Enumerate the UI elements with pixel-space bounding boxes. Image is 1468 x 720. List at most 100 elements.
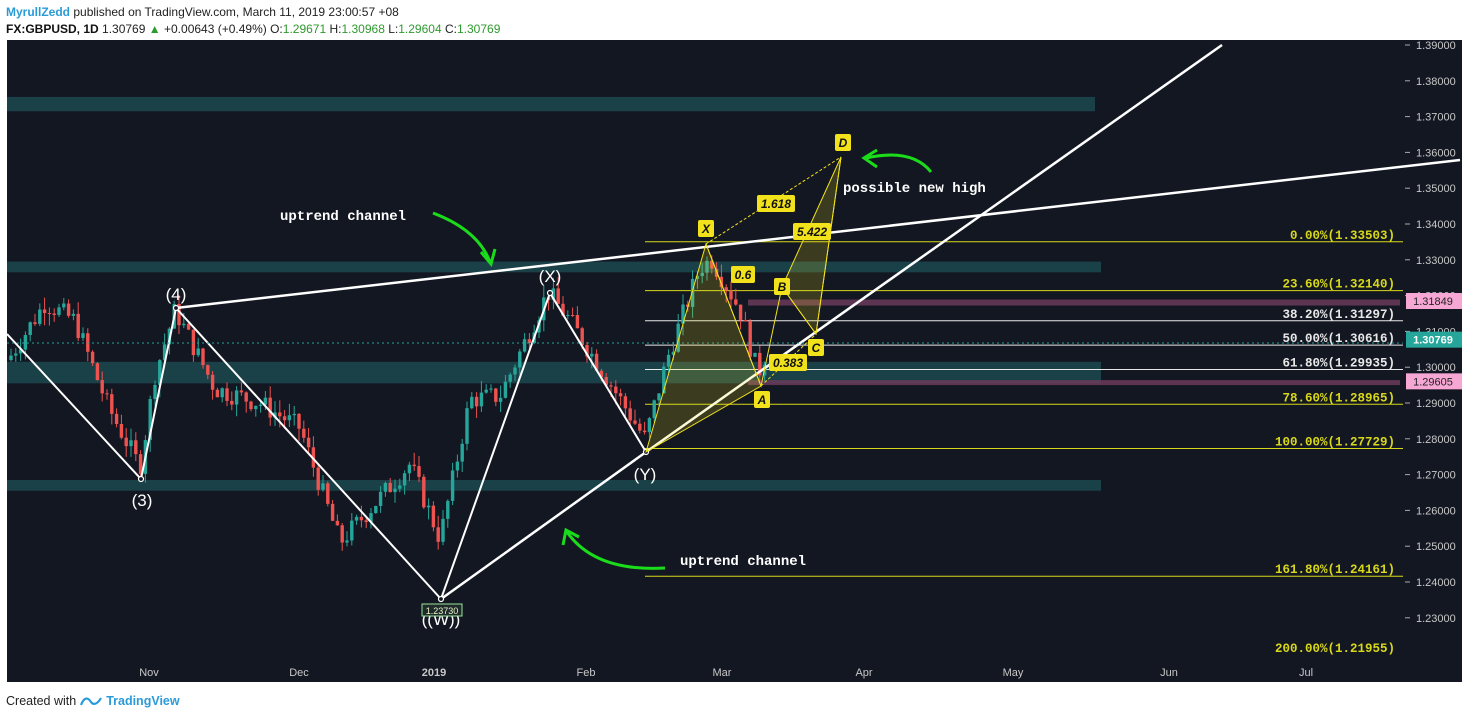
candle-body bbox=[618, 393, 623, 397]
candle-body bbox=[479, 392, 484, 407]
candle-body bbox=[556, 288, 560, 304]
candle-body bbox=[522, 339, 527, 352]
y-tick-label: 1.26000 bbox=[1416, 505, 1456, 517]
chart-header: MyrullZedd published on TradingView.com,… bbox=[6, 4, 500, 38]
candle-body bbox=[9, 355, 13, 361]
footer-brand[interactable]: TradingView bbox=[106, 694, 180, 708]
point-a-label: A bbox=[757, 393, 767, 407]
candle-body bbox=[225, 388, 229, 401]
y-tick-label: 1.38000 bbox=[1416, 76, 1456, 88]
candle-body bbox=[518, 351, 522, 368]
lower-channel-line bbox=[645, 43, 1223, 454]
candle-body bbox=[100, 380, 104, 394]
candle-body bbox=[258, 404, 263, 406]
fib-label: 78.60%(1.28965) bbox=[1282, 391, 1395, 405]
symbol-label: FX:GBPUSD, 1D bbox=[6, 22, 99, 36]
candle-body bbox=[714, 268, 719, 277]
x-tick-label: Mar bbox=[713, 667, 732, 679]
y-tick-label: 1.29000 bbox=[1416, 398, 1456, 410]
footer: Created with TradingView bbox=[6, 694, 180, 708]
candle-body bbox=[47, 313, 52, 315]
candle-body bbox=[551, 288, 556, 300]
candle-body bbox=[719, 276, 724, 288]
candle-body bbox=[66, 303, 71, 316]
candle-body bbox=[474, 396, 479, 407]
candle-body bbox=[268, 397, 272, 418]
pivot-dot bbox=[437, 595, 445, 603]
candle-body bbox=[748, 321, 752, 357]
candle-body bbox=[494, 388, 498, 402]
candle-body bbox=[753, 352, 757, 357]
candle-body bbox=[206, 365, 210, 375]
candle-body bbox=[81, 333, 85, 339]
high-label: H: bbox=[329, 22, 342, 36]
candle-body bbox=[23, 335, 28, 350]
y-tick-label: 1.34000 bbox=[1416, 219, 1456, 231]
candle-body bbox=[738, 304, 743, 320]
annotation-text: possible new high bbox=[843, 181, 986, 197]
candle-body bbox=[129, 440, 133, 447]
candle-body bbox=[239, 390, 244, 393]
candle-body bbox=[666, 354, 671, 367]
candle-body bbox=[273, 412, 277, 418]
candle-body bbox=[455, 461, 460, 471]
candle-body bbox=[383, 482, 388, 492]
candle-body bbox=[374, 505, 378, 514]
sr-zone bbox=[7, 361, 1101, 384]
candle-body bbox=[422, 476, 426, 508]
annotation-text: uptrend channel bbox=[680, 554, 806, 570]
candle-body bbox=[134, 440, 138, 455]
last-price-tag bbox=[1406, 331, 1462, 348]
candle-body bbox=[402, 473, 407, 486]
candle-body bbox=[580, 328, 584, 346]
ratio-label: 1.618 bbox=[761, 197, 791, 211]
price-tag bbox=[1406, 293, 1462, 310]
candle-body bbox=[158, 360, 162, 385]
fib-label: 100.00%(1.27729) bbox=[1275, 436, 1395, 450]
close-label: C: bbox=[444, 22, 457, 36]
candle-body bbox=[398, 485, 402, 489]
candle-body bbox=[628, 408, 632, 421]
y-tick-label: 1.30000 bbox=[1416, 362, 1456, 374]
published-text: published on TradingView.com, March 11, … bbox=[73, 5, 399, 19]
candle-body bbox=[364, 520, 368, 523]
candle-body bbox=[18, 349, 23, 354]
candle-body bbox=[470, 396, 474, 409]
candle-body bbox=[484, 389, 488, 393]
candle-body bbox=[561, 303, 565, 316]
x-tick-label: May bbox=[1003, 667, 1024, 679]
candle-body bbox=[441, 518, 445, 542]
price-axis[interactable] bbox=[1405, 40, 1462, 656]
x-tick-label: Feb bbox=[577, 667, 596, 679]
candle-body bbox=[182, 323, 186, 326]
point-d-label: D bbox=[839, 136, 848, 150]
ratio-label-bg bbox=[731, 266, 755, 283]
x-tick-label: Jun bbox=[1160, 667, 1178, 679]
fib-label: 50.00%(1.30616) bbox=[1282, 332, 1395, 346]
annotation-text: uptrend channel bbox=[280, 209, 406, 225]
candle-body bbox=[609, 385, 613, 387]
candle-body bbox=[671, 351, 676, 355]
candle-body bbox=[758, 352, 762, 376]
candle-body bbox=[498, 397, 503, 402]
candle-body bbox=[407, 464, 412, 474]
candle-body bbox=[705, 260, 709, 273]
fib-label: 0.00%(1.33503) bbox=[1290, 229, 1395, 243]
candle-body bbox=[177, 303, 181, 326]
pivot-dot bbox=[137, 475, 145, 483]
annotation-arrow bbox=[432, 211, 492, 263]
high-value: 1.30968 bbox=[341, 22, 385, 36]
fib-label: 38.20%(1.31297) bbox=[1282, 308, 1395, 322]
candle-body bbox=[378, 491, 383, 506]
candle-body bbox=[254, 405, 258, 410]
candle-body bbox=[566, 314, 570, 316]
candle-body bbox=[426, 505, 431, 508]
candle-body bbox=[28, 322, 32, 336]
author-link[interactable]: MyrullZedd bbox=[6, 5, 71, 19]
candle-body bbox=[153, 384, 157, 400]
point-d-label-bg bbox=[835, 134, 851, 151]
time-axis[interactable] bbox=[7, 656, 1462, 682]
candle-body bbox=[321, 483, 325, 490]
y-tick-label: 1.23000 bbox=[1416, 613, 1456, 625]
